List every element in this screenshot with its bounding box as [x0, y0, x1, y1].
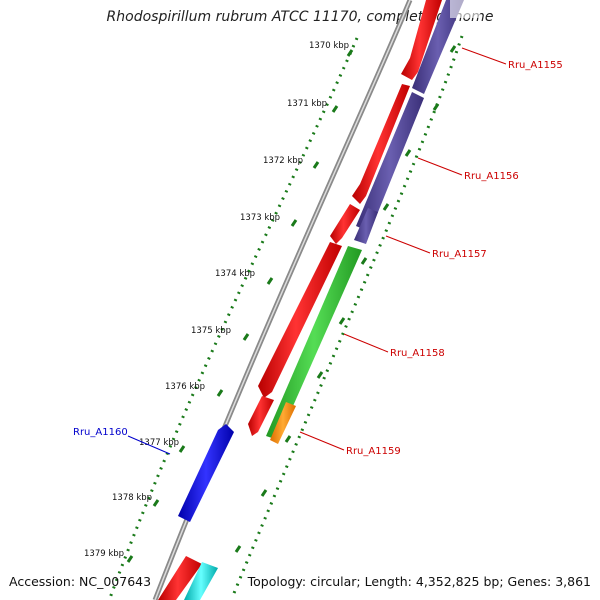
cds-blue-a1160 — [178, 424, 234, 522]
gene-label-rru-a1159[interactable]: Rru_A1159 — [346, 446, 401, 457]
tick-label: 1377 kbp — [139, 438, 179, 448]
cds-purple-a1156 — [356, 92, 424, 232]
tick-label: 1372 kbp — [263, 156, 303, 166]
cds-purple-a1157 — [354, 208, 378, 244]
tick-track-left — [108, 37, 359, 599]
ruler-ticks — [126, 49, 354, 563]
tick-label: 1370 kbp — [309, 41, 349, 51]
gene-label-rru-a1155[interactable]: Rru_A1155 — [508, 60, 563, 71]
leader-lines — [127, 47, 507, 455]
tick-label: 1371 kbp — [287, 99, 327, 109]
tick-label: 1379 kbp — [84, 549, 124, 559]
cds-red-a1155 — [401, 0, 442, 80]
gene-label-rru-a1156[interactable]: Rru_A1156 — [464, 171, 519, 182]
cds-cyan-bottom — [184, 562, 218, 600]
map-title: Rhodospirillum rubrum ATCC 11170, comple… — [106, 9, 494, 25]
cds-red-a1156 — [352, 84, 410, 204]
cds-green-a1158 — [266, 246, 362, 440]
cds-orange-a1159 — [270, 402, 296, 444]
topology-text: Topology: circular; Length: 4,352,825 bp… — [247, 574, 591, 589]
cds-red-bottom — [158, 556, 202, 600]
gene-labels: Rru_A1155 Rru_A1156 Rru_A1157 Rru_A1158 … — [73, 60, 563, 457]
cds-red-a1158 — [258, 242, 342, 398]
tick-labels: 1370 kbp 1371 kbp 1372 kbp 1373 kbp 1374… — [84, 41, 349, 559]
tick-label: 1373 kbp — [240, 213, 280, 223]
gene-label-rru-a1160[interactable]: Rru_A1160 — [73, 427, 128, 438]
cds-purple-strand — [354, 0, 464, 244]
tick-label: 1375 kbp — [191, 326, 231, 336]
cds-purple-a1155 — [412, 0, 464, 94]
gene-label-rru-a1157[interactable]: Rru_A1157 — [432, 249, 487, 260]
tick-label: 1378 kbp — [112, 493, 152, 503]
accession-text: Accession: NC_007643 — [9, 574, 152, 589]
ruler-ticks-right — [234, 45, 457, 553]
tick-label: 1374 kbp — [215, 269, 255, 279]
cds-white-fade — [450, 0, 480, 18]
tick-label: 1376 kbp — [165, 382, 205, 392]
cds-red-a1157 — [330, 204, 360, 244]
tick-track-right — [230, 35, 464, 599]
cds-red-a1159 — [248, 396, 274, 436]
gene-label-rru-a1158[interactable]: Rru_A1158 — [390, 348, 445, 359]
cds-red-strand — [158, 0, 442, 600]
